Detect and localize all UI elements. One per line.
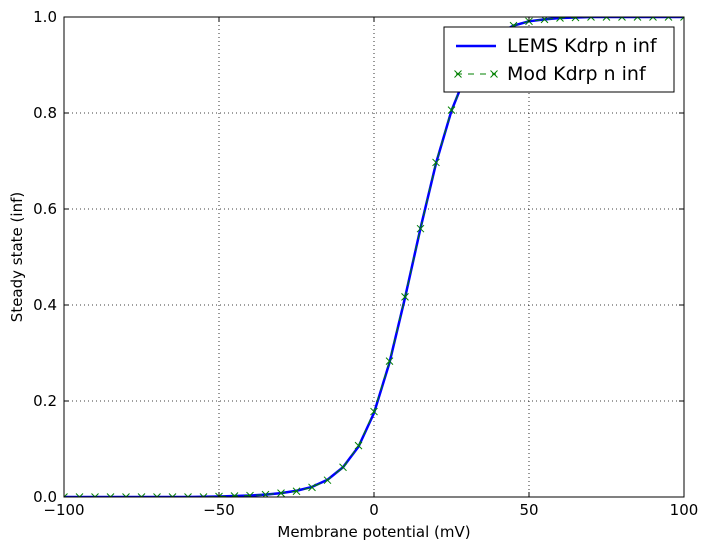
- legend-label-mod: Mod Kdrp n inf: [507, 63, 647, 85]
- y-tick-label: 0.6: [33, 200, 57, 218]
- data-point-mod: [680, 17, 684, 21]
- data-point-mod: [633, 17, 642, 21]
- data-point-mod: [308, 483, 316, 492]
- data-point-mod: [137, 493, 146, 497]
- x-tick-label: −100: [43, 501, 84, 519]
- y-tick-label: 1.0: [33, 8, 57, 26]
- x-axis-label: Membrane potential (mV): [277, 523, 470, 541]
- data-point-mod: [556, 17, 564, 22]
- y-axis-label: Steady state (inf): [8, 192, 26, 322]
- data-point-mod: [587, 17, 595, 21]
- data-point-mod: [602, 17, 611, 21]
- ticks: −100 −50 0 50 100 0.0 0.2 0.4 0.6 0.8 1.0: [33, 8, 698, 519]
- y-tick-label: 0.0: [33, 488, 57, 506]
- data-point-mod: [199, 493, 208, 497]
- x-tick-label: 0: [369, 501, 379, 519]
- data-point-mod: [91, 493, 99, 497]
- data-point-mod: [339, 463, 347, 472]
- data-point-mod: [277, 489, 285, 497]
- x-tick-label: −50: [203, 501, 235, 519]
- data-point-mod: [416, 224, 425, 233]
- y-tick-label: 0.4: [33, 296, 57, 314]
- y-tick-label: 0.2: [33, 392, 57, 410]
- data-point-mod: [401, 292, 409, 301]
- data-point-mod: [432, 158, 440, 167]
- data-point-mod: [649, 17, 657, 21]
- x-tick-label: 50: [519, 501, 538, 519]
- data-point-mod: [370, 407, 378, 416]
- legend-marker-mod: [490, 70, 498, 78]
- data-point-mod: [246, 491, 254, 497]
- data-point-mod: [122, 493, 130, 497]
- data-point-mod: [664, 17, 673, 21]
- data-point-mod: [75, 493, 84, 497]
- data-point-mod: [292, 487, 301, 496]
- legend-box: [443, 26, 675, 93]
- data-point-mod: [153, 493, 161, 497]
- data-point-mod: [447, 106, 456, 114]
- data-point-mod: [230, 492, 239, 497]
- y-tick-label: 0.8: [33, 104, 57, 122]
- data-point-mod: [106, 493, 115, 497]
- legend-label-lems: LEMS Kdrp n inf: [507, 35, 658, 57]
- legend-marker-mod: [454, 70, 462, 78]
- data-point-mod: [385, 357, 394, 366]
- x-tick-label: 100: [670, 501, 699, 519]
- data-point-mod: [354, 441, 363, 450]
- data-point-mod: [618, 17, 626, 21]
- data-point-mod: [184, 493, 192, 497]
- legend: LEMS Kdrp n inf Mod Kdrp n inf: [443, 26, 675, 93]
- data-point-mod: [168, 493, 177, 497]
- data-point-mod: [64, 493, 68, 497]
- data-point-mod: [323, 476, 332, 485]
